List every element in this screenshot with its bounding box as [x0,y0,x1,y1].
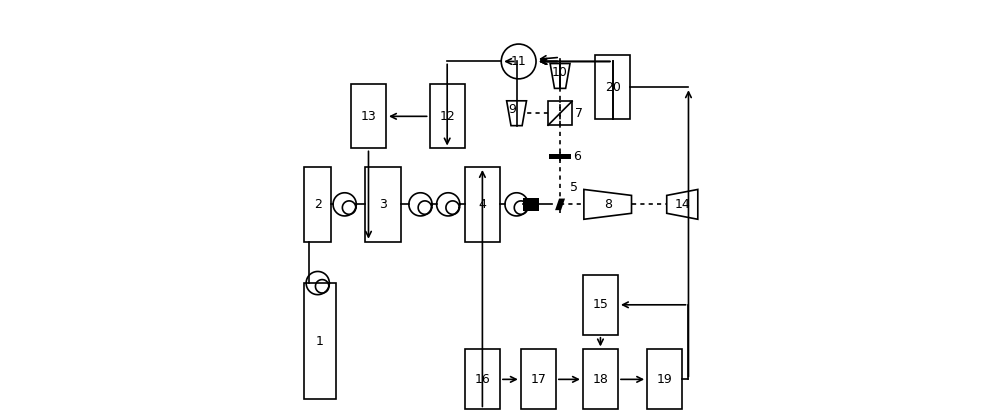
Text: 13: 13 [361,110,376,123]
Bar [365,167,401,241]
Text: 19: 19 [657,373,673,386]
Text: 9: 9 [508,103,516,116]
Polygon shape [667,189,698,219]
Text: 14: 14 [674,198,690,211]
Polygon shape [507,101,527,126]
Circle shape [501,44,536,79]
Text: 7: 7 [575,107,583,120]
Text: 15: 15 [593,298,608,311]
Bar [548,101,572,125]
Text: 11: 11 [511,55,527,68]
Text: 3: 3 [379,198,387,211]
Text: 2: 2 [314,198,322,211]
Text: 16: 16 [475,373,490,386]
Text: 6: 6 [573,150,581,163]
Text: 12: 12 [439,110,455,123]
Bar [351,84,386,148]
Bar [647,349,682,409]
Bar [595,55,630,119]
Text: 1: 1 [316,334,324,347]
Polygon shape [555,198,565,210]
Bar [583,275,618,335]
Text: 20: 20 [605,81,621,94]
Text: 8: 8 [604,198,612,211]
Polygon shape [584,189,632,219]
Bar [549,154,571,159]
Text: 18: 18 [593,373,608,386]
Bar [430,84,465,148]
Text: 5: 5 [570,181,578,194]
Bar [304,167,331,241]
Text: 17: 17 [530,373,546,386]
Text: 4: 4 [478,198,486,211]
Bar [583,349,618,409]
Bar [304,283,336,399]
Bar [523,198,539,211]
Polygon shape [550,63,570,88]
Bar [521,349,556,409]
Bar [465,167,500,241]
Text: 10: 10 [552,65,568,78]
Bar [465,349,500,409]
